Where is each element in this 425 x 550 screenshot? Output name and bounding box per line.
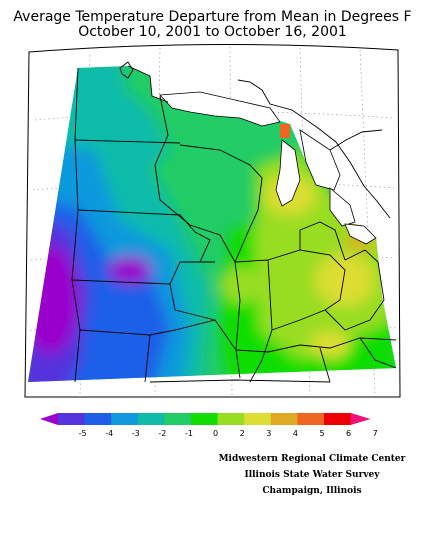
credit-survey: Illinois State Water Survey bbox=[244, 470, 380, 480]
legend-swatch bbox=[244, 413, 272, 425]
legend-swatch bbox=[324, 413, 352, 425]
legend-tick-label: 3 bbox=[266, 429, 271, 438]
great-lakes bbox=[159, 91, 377, 245]
legend-tick-label: -2 bbox=[158, 429, 166, 438]
legend-tick-label: -3 bbox=[132, 429, 140, 438]
legend-tick-label: 0 bbox=[213, 429, 218, 438]
legend-tick-label: 4 bbox=[293, 429, 298, 438]
legend-tick-label: 5 bbox=[319, 429, 324, 438]
legend-swatch bbox=[270, 413, 298, 425]
legend-tick-label: -5 bbox=[79, 429, 87, 438]
legend-swatch bbox=[164, 413, 192, 425]
map-title-line-1: Average Temperature Departure from Mean … bbox=[13, 9, 412, 25]
legend-swatch bbox=[84, 413, 112, 425]
legend-tick-label: -4 bbox=[105, 429, 113, 438]
legend-tick-label: 6 bbox=[346, 429, 351, 438]
legend-swatch bbox=[111, 413, 139, 425]
legend-right-arrow bbox=[350, 413, 371, 425]
legend-swatch bbox=[58, 413, 86, 425]
legend-swatch bbox=[217, 413, 245, 425]
legend-tick-label: -1 bbox=[185, 429, 193, 438]
legend-tick-label: 2 bbox=[240, 429, 245, 438]
credit-center: Midwestern Regional Climate Center bbox=[218, 454, 406, 464]
legend-swatch bbox=[137, 413, 165, 425]
legend-left-arrow bbox=[40, 413, 58, 425]
legend-tick-label: 7 bbox=[373, 429, 378, 438]
state-borders bbox=[71, 67, 397, 383]
map-title-line-2: October 10, 2001 to October 16, 2001 bbox=[78, 24, 347, 40]
canada-border bbox=[119, 61, 391, 219]
credit-location: Champaign, Illinois bbox=[262, 486, 362, 496]
legend-swatch bbox=[297, 413, 325, 425]
legend-swatch bbox=[191, 413, 219, 425]
